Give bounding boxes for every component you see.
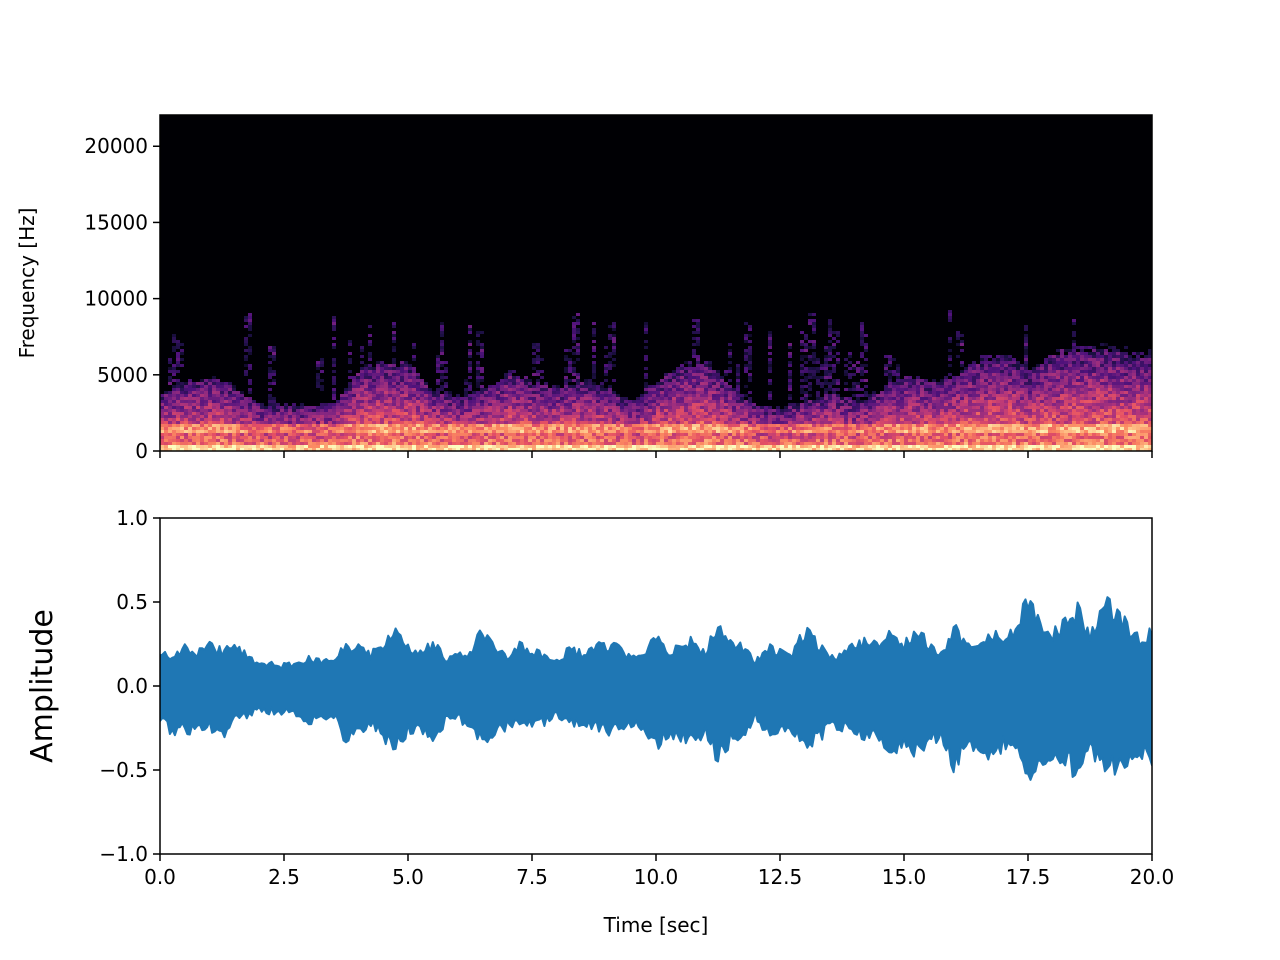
x-tick-label: 20.0: [1130, 865, 1175, 889]
x-tick-label: 5.0: [392, 865, 424, 889]
y-tick-label: 5000: [97, 363, 148, 387]
y-tick-label: −0.5: [99, 758, 148, 782]
y-tick-label: 0.0: [116, 674, 148, 698]
waveform-y-label: Amplitude: [25, 609, 60, 763]
y-tick-label: 20000: [84, 134, 148, 158]
x-tick-label: 15.0: [882, 865, 927, 889]
y-tick-label: 0: [135, 439, 148, 463]
x-tick-label: 2.5: [268, 865, 300, 889]
y-tick-label: 1.0: [116, 506, 148, 530]
spectrogram-image: [160, 115, 1152, 451]
x-tick-label: 7.5: [516, 865, 548, 889]
spectrogram-y-label: Frequency [Hz]: [15, 208, 39, 359]
x-tick-label: 12.5: [758, 865, 803, 889]
y-tick-label: 15000: [84, 210, 148, 234]
x-tick-label: 17.5: [1006, 865, 1051, 889]
y-tick-label: −1.0: [99, 842, 148, 866]
y-tick-label: 0.5: [116, 590, 148, 614]
waveform-y-ticks: −1.0 −0.5 0.0 0.5 1.0: [99, 506, 160, 866]
spectrogram-axes: 0 5000 10000 15000 20000 Frequency [Hz]: [15, 114, 1153, 463]
x-tick-label: 0.0: [144, 865, 176, 889]
waveform-line: [160, 596, 1152, 781]
x-tick-label: 10.0: [634, 865, 679, 889]
y-tick-label: 10000: [84, 287, 148, 311]
waveform-axes: −1.0 −0.5 0.0 0.5 1.0 0.0 2.5 5.0 7.5 10.0 12.5 15…: [25, 506, 1174, 937]
spectrogram-y-ticks: 0 5000 10000 15000 20000: [84, 134, 160, 463]
waveform-x-label: Time [sec]: [603, 913, 709, 937]
spectrogram-x-ticks: [159, 451, 1153, 458]
waveform-x-ticks: 0.0 2.5 5.0 7.5 10.0 12.5 15.0 17.5 20.0: [144, 854, 1174, 889]
